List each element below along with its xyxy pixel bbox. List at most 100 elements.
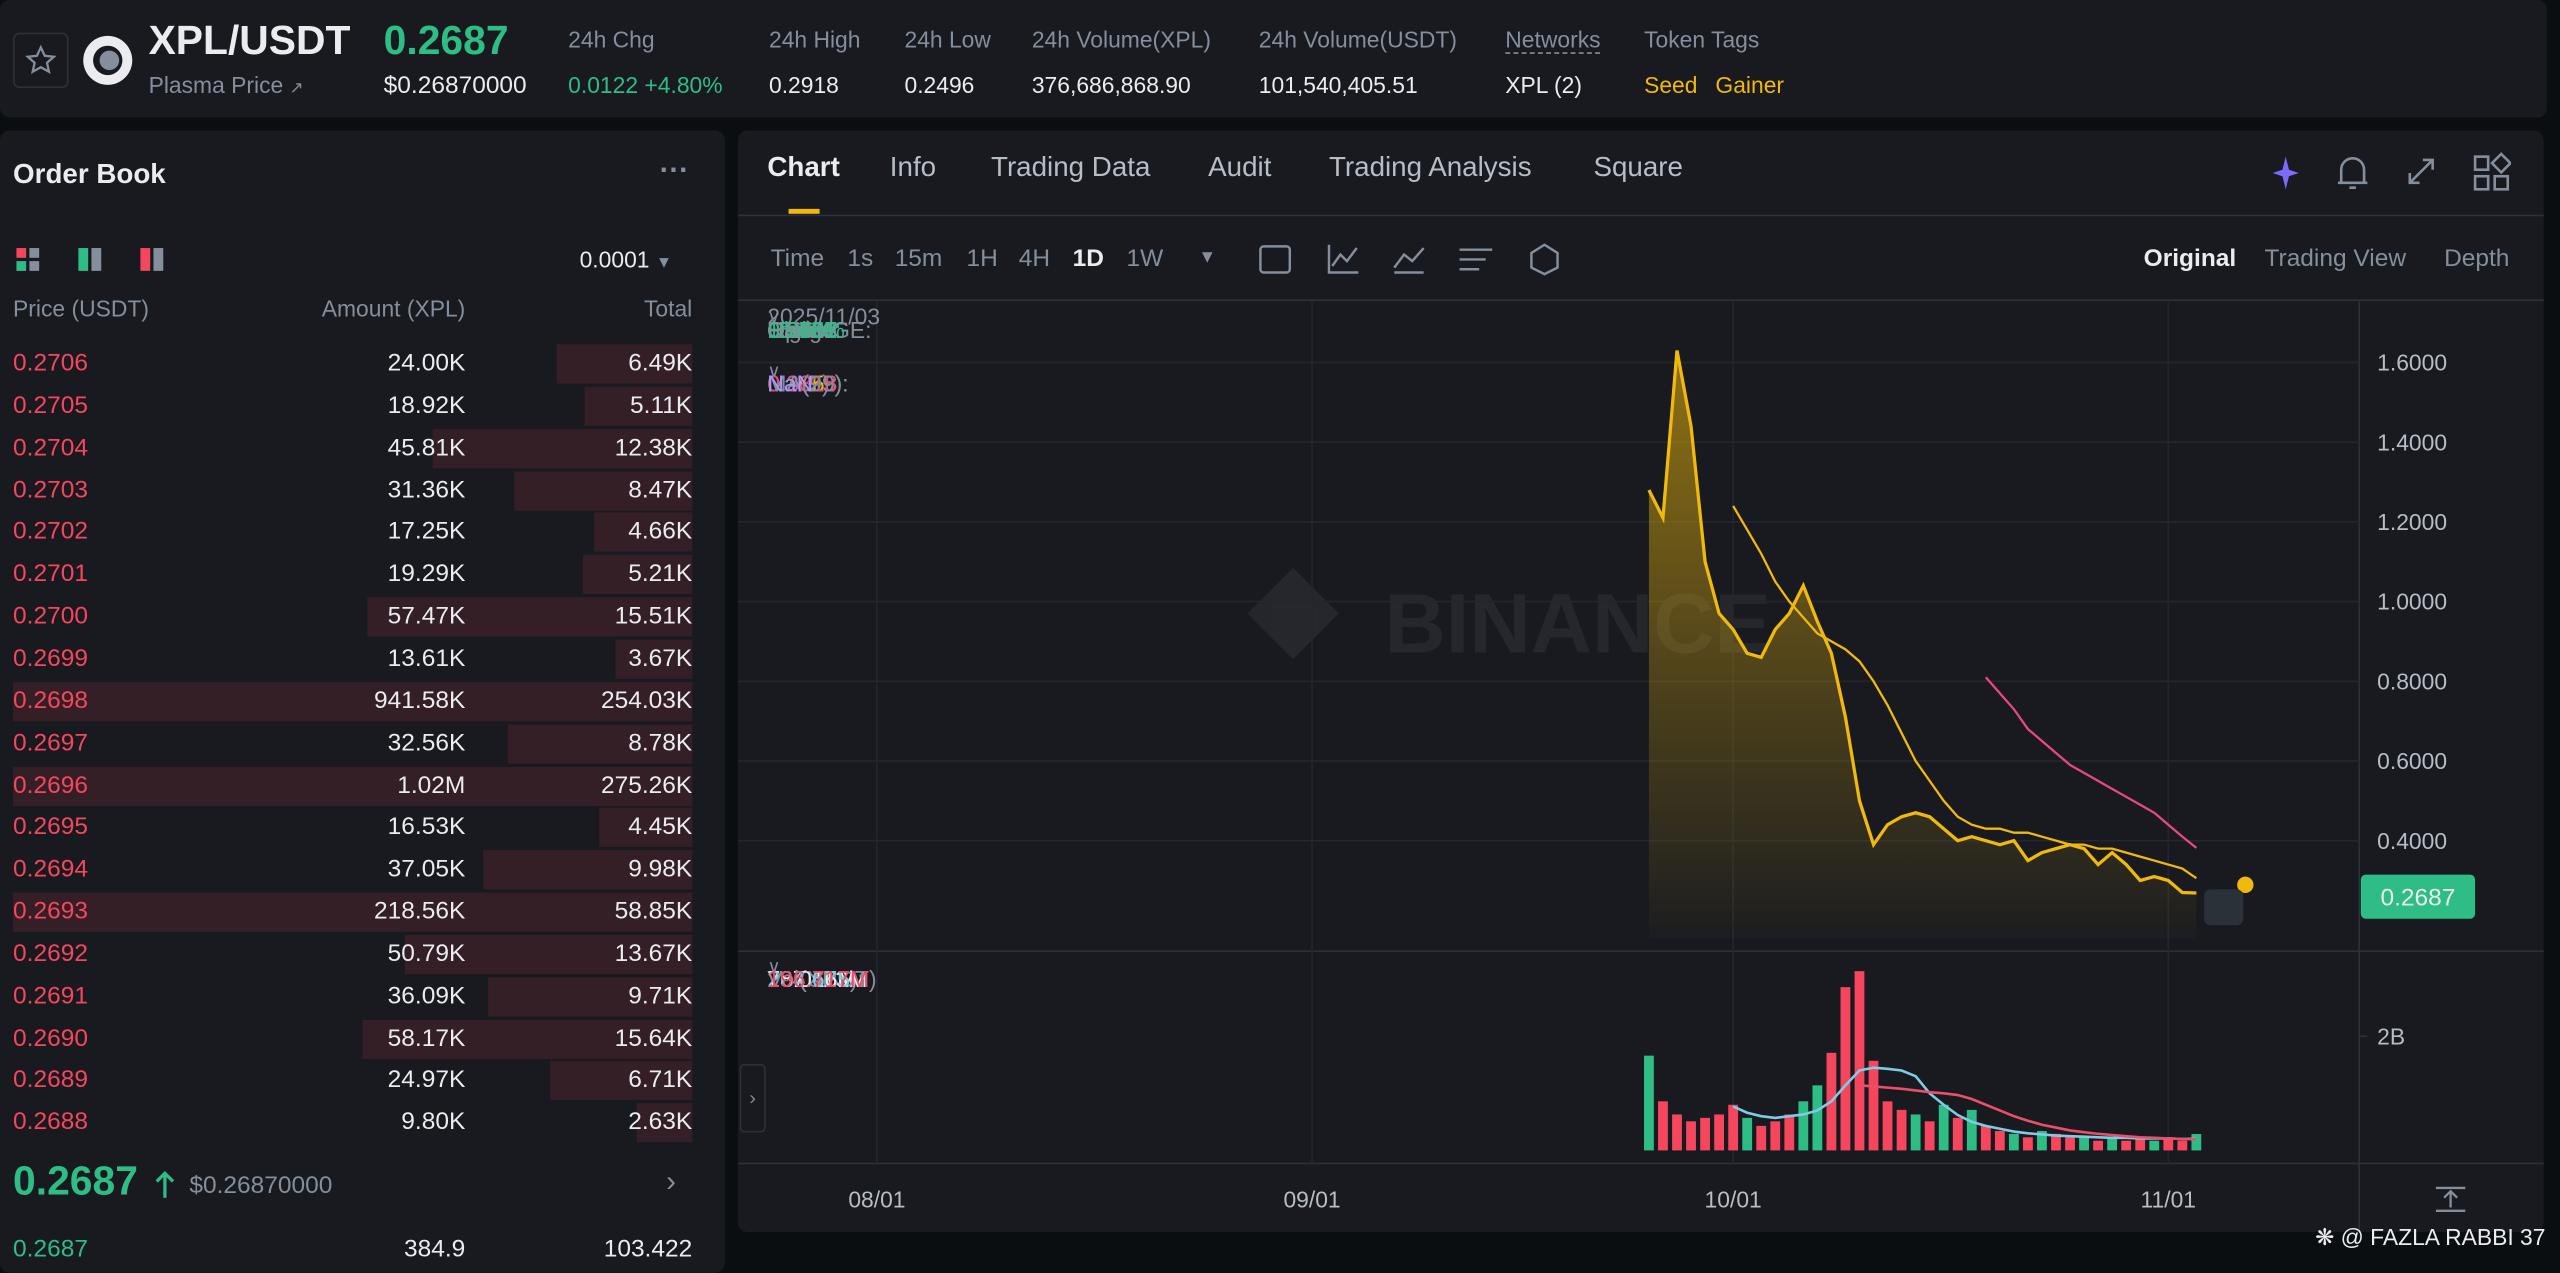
interval[interactable]: Time xyxy=(770,244,825,273)
view-option[interactable]: Trading View xyxy=(2264,244,2407,273)
volume-bar xyxy=(2107,1137,2118,1151)
y-tick-label: 0.8000 xyxy=(2377,668,2447,694)
stat-label: 24h Low xyxy=(904,26,991,53)
interval[interactable]: 1H xyxy=(966,244,998,273)
volume-bar xyxy=(1644,1055,1654,1151)
ob-price: 0.2693 xyxy=(13,897,88,926)
y-tick-label: 2B xyxy=(2377,1023,2405,1049)
tab[interactable]: Trading Data xyxy=(991,151,1151,183)
drawing-tools[interactable] xyxy=(1257,240,1567,279)
depth-bar xyxy=(514,470,693,511)
stat-value: 101,540,405.51 xyxy=(1258,71,1418,98)
scale-toggle[interactable] xyxy=(2435,1186,2466,1212)
ob-total: 15.64K xyxy=(614,1024,693,1052)
volume-bar xyxy=(1700,1117,1710,1151)
collapse-caret[interactable]: ∨ xyxy=(767,957,781,977)
interval[interactable]: 15m xyxy=(894,244,943,273)
tab[interactable]: Info xyxy=(889,151,937,183)
legend-label: Range: xyxy=(767,316,842,343)
ob-price: 0.2694 xyxy=(13,855,88,884)
interval[interactable]: 1W xyxy=(1126,244,1164,273)
volume-ma-line xyxy=(1859,1084,2197,1141)
legend-label: Close: xyxy=(767,316,833,343)
legend-value: 0.2661 xyxy=(767,316,838,343)
price-area xyxy=(1648,350,2197,939)
stat-label: 24h Chg xyxy=(568,26,655,53)
price-tag: 0.2687 xyxy=(2381,885,2456,912)
volume-bar xyxy=(1896,1109,1907,1151)
x-tick-label: 10/01 xyxy=(1705,1187,1762,1213)
volume-bar xyxy=(1742,1117,1753,1151)
view-toggles[interactable] xyxy=(16,246,171,272)
ob-amount: 24.00K xyxy=(387,349,466,377)
legend-value: 78.066M xyxy=(767,966,857,993)
ob-amount: 941.58K xyxy=(374,686,466,715)
ob-total: 58.85K xyxy=(614,897,693,926)
ob-col-total: Total xyxy=(643,295,693,322)
tab[interactable]: Trading Analysis xyxy=(1328,151,1532,183)
ob-price: 0.2689 xyxy=(13,1066,88,1095)
stat-value: 0.2496 xyxy=(904,71,975,98)
token-tag[interactable]: Seed xyxy=(1644,71,1698,98)
view-option[interactable]: Depth xyxy=(2444,244,2510,273)
legend-value: 204.675M xyxy=(767,966,870,993)
ob-total: 9.98K xyxy=(628,855,693,884)
volume-bar xyxy=(1686,1121,1696,1151)
view-option[interactable]: Original xyxy=(2143,244,2237,273)
ob-total: 8.78K xyxy=(628,728,693,757)
ob-price: 0.2698 xyxy=(13,686,88,715)
depth-bar xyxy=(556,344,693,384)
legend-value: 0.2496 xyxy=(767,316,838,343)
legend-date: 2025/11/03 xyxy=(767,303,881,330)
header-panel xyxy=(0,0,2547,118)
legend-value: 0.3818 xyxy=(767,370,838,397)
volume-bar xyxy=(1784,1114,1795,1151)
volume-bar xyxy=(2008,1133,2019,1151)
depth-bar xyxy=(13,681,693,721)
collapse-caret[interactable]: ∨ xyxy=(767,361,781,382)
ob-total: 275.26K xyxy=(600,771,693,799)
volume-bar xyxy=(2191,1134,2202,1151)
depth-bar xyxy=(13,766,693,806)
more-button[interactable]: ··· xyxy=(659,153,689,187)
token-name-link[interactable]: Plasma Price ↗ xyxy=(148,71,304,98)
favorite-button[interactable] xyxy=(13,32,69,89)
ob-col-price: Price (USDT) xyxy=(13,295,149,322)
volume-bar xyxy=(1840,987,1851,1151)
order-icon[interactable] xyxy=(2204,889,2244,926)
x-tick-label: 09/01 xyxy=(1283,1187,1340,1213)
interval[interactable]: 1s xyxy=(847,244,874,273)
tab[interactable]: Audit xyxy=(1208,151,1272,183)
interval-more[interactable]: ▼ xyxy=(1198,248,1217,268)
interval[interactable]: 4H xyxy=(1018,244,1051,273)
y-tick-label: 1.6000 xyxy=(2377,350,2447,376)
y-tick-label: 0.4000 xyxy=(2377,828,2447,854)
volume-bar xyxy=(1938,1104,1949,1151)
volume-ma-line xyxy=(1732,1066,2197,1141)
precision-select[interactable]: 0.0001 ▼ xyxy=(579,246,673,273)
token-tag[interactable]: Gainer xyxy=(1715,71,1785,98)
last-point xyxy=(2237,876,2254,893)
depth-bar xyxy=(13,892,693,932)
chevron[interactable]: › xyxy=(666,1165,676,1198)
ob-amount: 16.53K xyxy=(387,813,466,841)
toolbar-icons[interactable] xyxy=(2266,150,2512,192)
legend-value: 287.113M xyxy=(767,966,868,993)
ob-total: 5.21K xyxy=(628,560,693,588)
collapse-button[interactable]: › xyxy=(739,1063,766,1133)
volume-bar xyxy=(2121,1140,2132,1151)
ob-amount: 17.25K xyxy=(387,517,466,546)
legend-label: Vol(XPL): xyxy=(767,966,864,993)
grid xyxy=(737,301,2360,1164)
collapse-caret[interactable]: ∨ xyxy=(767,307,781,328)
ob-total: 12.38K xyxy=(614,433,693,462)
volume-bar xyxy=(1966,1109,1977,1151)
interval[interactable]: 1D xyxy=(1072,244,1104,273)
legend-value: 0.2918 xyxy=(767,316,838,343)
legend-label: MA(99): xyxy=(767,370,849,397)
token-logo xyxy=(83,35,133,85)
tab[interactable]: Square xyxy=(1593,151,1683,183)
legend-value: 0.3058 xyxy=(767,370,838,397)
tab[interactable]: Chart xyxy=(767,151,840,183)
ob-price: 0.2701 xyxy=(13,560,88,588)
